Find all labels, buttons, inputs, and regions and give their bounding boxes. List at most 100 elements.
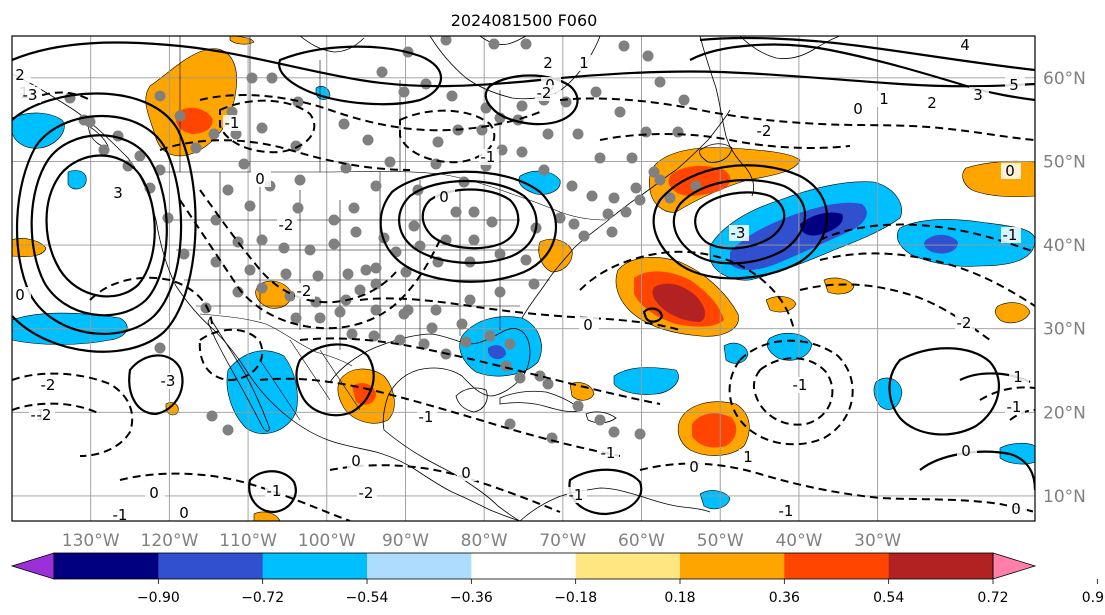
station-dot — [494, 286, 506, 298]
station-dot — [460, 336, 472, 348]
station-dot — [310, 296, 322, 308]
baja-peninsula — [207, 317, 270, 432]
anomaly-patch-south-blue — [699, 490, 731, 510]
contour-tropical-atlantic-1 — [888, 347, 1000, 436]
station-dot — [516, 100, 528, 112]
contour-label-text: -1 — [267, 482, 282, 500]
station-dot — [608, 426, 620, 438]
station-dot — [594, 414, 606, 426]
station-dot — [654, 174, 666, 186]
canada-province-lines — [179, 36, 501, 196]
colorbar-segment — [158, 553, 264, 579]
station-dot — [244, 200, 256, 212]
lon-tick-label: 30°W — [854, 531, 901, 551]
station-dot — [256, 234, 268, 246]
contour-label-text: 0 — [961, 442, 971, 460]
contour-north-band-3 — [484, 74, 579, 126]
station-dot — [370, 262, 382, 274]
contour-label-text: 5 — [1009, 76, 1019, 94]
station-dot — [328, 214, 340, 226]
contour-label-text: 2 — [15, 66, 25, 84]
station-dot — [606, 226, 618, 238]
contour-label: -1 — [1001, 226, 1021, 244]
station-dot — [630, 182, 642, 194]
station-dot — [634, 428, 646, 440]
station-dot — [608, 192, 620, 204]
station-dot — [226, 106, 238, 118]
contour-west-trough-2 — [199, 189, 397, 304]
station-dot — [690, 180, 702, 192]
contour-label-text: 0 — [255, 170, 265, 188]
contour-label: 0 — [251, 170, 271, 188]
station-dot — [504, 338, 516, 350]
station-dot — [230, 128, 242, 140]
station-dot — [368, 330, 380, 342]
contour-label: -1 — [417, 408, 437, 426]
lon-tick-label: 80°W — [461, 531, 508, 551]
contour-south-circle — [248, 470, 297, 514]
station-dot — [342, 268, 354, 280]
station-dot — [642, 50, 654, 62]
station-dot — [190, 142, 202, 154]
station-dot — [534, 370, 546, 382]
contour-label: 0 — [579, 316, 599, 334]
contour-north-band-1 — [12, 41, 1035, 88]
contour-label-text: -1 — [779, 502, 794, 520]
contour-label: -1 — [223, 114, 243, 132]
station-dot — [394, 334, 406, 346]
station-dot — [360, 264, 372, 276]
contour-canada-neg-ring — [219, 99, 316, 154]
latitude-axis: 60°N 50°N 40°N 30°N 20°N 10°N — [1043, 69, 1086, 507]
colorbar-segment — [575, 553, 681, 579]
contour-label: -1 — [1005, 398, 1025, 416]
contour-label: 0 — [849, 100, 869, 118]
colorbar-tick-label: −0.54 — [346, 590, 389, 606]
station-dot — [678, 94, 690, 106]
station-dot — [520, 38, 532, 50]
colorbar-segment — [54, 553, 159, 579]
station-dot — [432, 136, 444, 148]
station-dot — [618, 40, 630, 52]
longitude-axis: 130°W 120°W 110°W 100°W 90°W 80°W 70°W 60°W 50°W… — [62, 531, 901, 551]
contour-label: -2 — [755, 122, 775, 140]
contour-atlantic-neg-3 — [819, 252, 1035, 307]
station-dot — [98, 144, 110, 156]
contour-pacific-neg-2 — [12, 402, 101, 415]
station-dot — [594, 152, 606, 164]
station-dot — [494, 248, 506, 260]
anomaly-patch-atlantic-blue-small-4 — [613, 367, 679, 395]
colorbar-segment — [888, 553, 994, 579]
station-dot — [290, 140, 302, 152]
station-dot — [430, 304, 442, 316]
contour-south-neg-1 — [119, 472, 351, 521]
station-dot — [256, 282, 268, 294]
colorbar-tick-label: 0.18 — [664, 590, 695, 606]
contour-midwest-high-3 — [379, 170, 557, 283]
contour-label: 2 — [923, 94, 943, 112]
colorbar-tick-label: −0.18 — [554, 590, 597, 606]
station-dot — [602, 208, 614, 220]
contour-label-text: -2 — [359, 484, 374, 502]
contour-west-trough-1 — [179, 199, 441, 330]
map-frame — [11, 35, 1036, 522]
station-dot — [266, 72, 278, 84]
lon-tick-label: 40°W — [775, 531, 822, 551]
station-dot — [134, 150, 146, 162]
station-dot — [370, 304, 382, 316]
contour-label-text: -1 — [1003, 226, 1018, 244]
contour-label-text: 0 — [853, 100, 863, 118]
contour-label: 3 — [109, 184, 129, 202]
station-dot — [208, 128, 220, 140]
station-dot — [294, 174, 306, 186]
station-dot — [640, 126, 652, 138]
contour-label: -2 — [535, 84, 555, 102]
contour-north-neg-3 — [559, 97, 1035, 141]
station-dot — [84, 116, 96, 128]
lon-tick-label: 100°W — [298, 531, 356, 551]
arctic-islands — [299, 36, 365, 53]
anomaly-patch-gulf-alaska-blue — [12, 112, 65, 149]
station-dot — [500, 360, 512, 372]
newfoundland — [699, 143, 733, 163]
contour-label-text: -1 — [481, 148, 496, 166]
greenland-south — [739, 36, 841, 59]
